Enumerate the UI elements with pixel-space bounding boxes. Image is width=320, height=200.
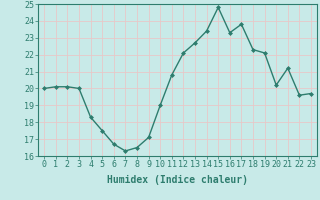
X-axis label: Humidex (Indice chaleur): Humidex (Indice chaleur): [107, 175, 248, 185]
